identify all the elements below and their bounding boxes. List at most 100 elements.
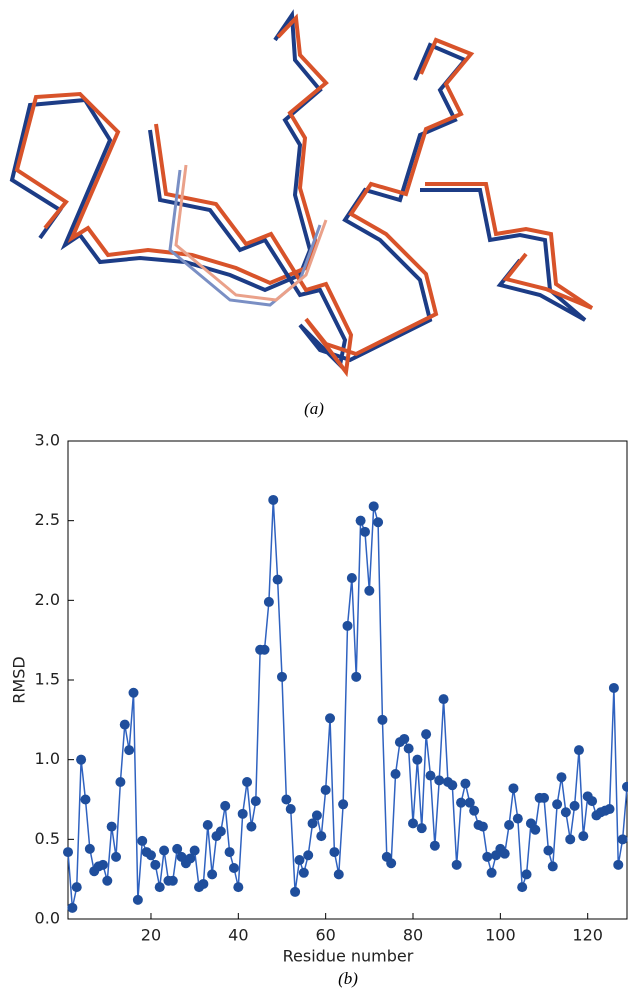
marker — [478, 822, 488, 832]
marker — [251, 796, 261, 806]
marker — [203, 820, 213, 830]
marker — [460, 779, 470, 789]
marker — [622, 782, 628, 792]
marker — [360, 527, 370, 537]
marker — [508, 783, 518, 793]
marker — [102, 876, 112, 886]
marker — [439, 694, 449, 704]
y-tick-label: 0.5 — [35, 829, 60, 848]
marker — [190, 845, 200, 855]
marker — [530, 825, 540, 835]
figure: (a) Residue number RMSD (b) 0.0 0.5 1.0 1.5… — [0, 0, 628, 993]
marker — [369, 501, 379, 511]
plot-frame — [68, 441, 627, 919]
x-axis-label: Residue number — [283, 947, 414, 966]
marker — [334, 869, 344, 879]
marker — [404, 744, 414, 754]
marker — [98, 860, 108, 870]
marker — [456, 798, 466, 808]
marker — [447, 780, 457, 790]
marker — [286, 804, 296, 814]
marker — [412, 755, 422, 765]
marker — [399, 734, 409, 744]
y-tick-label: 1.0 — [35, 749, 60, 768]
marker — [238, 809, 248, 819]
marker — [281, 795, 291, 805]
marker — [72, 882, 82, 892]
marker — [373, 517, 383, 527]
marker — [216, 826, 226, 836]
x-tick-label: 100 — [485, 926, 516, 945]
marker — [421, 729, 431, 739]
marker — [609, 683, 619, 693]
marker — [343, 621, 353, 631]
marker — [347, 573, 357, 583]
marker — [321, 785, 331, 795]
marker — [246, 822, 256, 832]
protein-structure — [12, 15, 592, 372]
marker — [391, 769, 401, 779]
marker — [408, 818, 418, 828]
marker — [543, 845, 553, 855]
y-axis-label: RMSD — [10, 656, 29, 703]
marker — [482, 852, 492, 862]
x-tick-label: 60 — [315, 926, 335, 945]
marker — [67, 903, 77, 913]
marker — [273, 575, 283, 585]
marker — [76, 755, 86, 765]
marker — [578, 831, 588, 841]
y-tick-label: 2.5 — [35, 510, 60, 529]
marker — [574, 745, 584, 755]
caption: (a) — [304, 399, 324, 418]
marker — [539, 793, 549, 803]
x-tick-label: 80 — [403, 926, 423, 945]
marker — [277, 672, 287, 682]
marker — [233, 882, 243, 892]
marker — [299, 868, 309, 878]
marker — [63, 847, 73, 857]
marker — [570, 801, 580, 811]
marker — [303, 850, 313, 860]
marker — [561, 807, 571, 817]
line — [68, 500, 627, 908]
marker — [504, 820, 514, 830]
marker — [207, 869, 217, 879]
marker — [487, 868, 497, 878]
marker — [312, 810, 322, 820]
marker — [129, 688, 139, 698]
marker — [107, 822, 117, 832]
marker — [124, 745, 134, 755]
y-tick-label: 1.5 — [35, 670, 60, 689]
marker — [500, 849, 510, 859]
marker — [329, 847, 339, 857]
y-tick-label: 2.0 — [35, 590, 60, 609]
marker — [316, 831, 326, 841]
marker — [229, 863, 239, 873]
marker — [364, 586, 374, 596]
marker — [613, 860, 623, 870]
marker — [120, 720, 130, 730]
marker — [356, 516, 366, 526]
y-tick-label: 0.0 — [35, 909, 60, 928]
caption: (b) — [338, 969, 358, 988]
marker — [111, 852, 121, 862]
marker — [159, 845, 169, 855]
marker — [168, 876, 178, 886]
marker — [268, 495, 278, 505]
x-tick-label: 120 — [572, 926, 603, 945]
marker — [137, 836, 147, 846]
marker — [513, 814, 523, 824]
marker — [605, 804, 615, 814]
marker — [618, 834, 628, 844]
marker — [587, 796, 597, 806]
marker — [150, 860, 160, 870]
marker — [225, 847, 235, 857]
marker — [85, 844, 95, 854]
marker — [452, 860, 462, 870]
marker — [264, 597, 274, 607]
marker — [133, 895, 143, 905]
y-tick-label: 3.0 — [35, 431, 60, 450]
marker — [556, 772, 566, 782]
marker — [146, 850, 156, 860]
marker — [425, 771, 435, 781]
